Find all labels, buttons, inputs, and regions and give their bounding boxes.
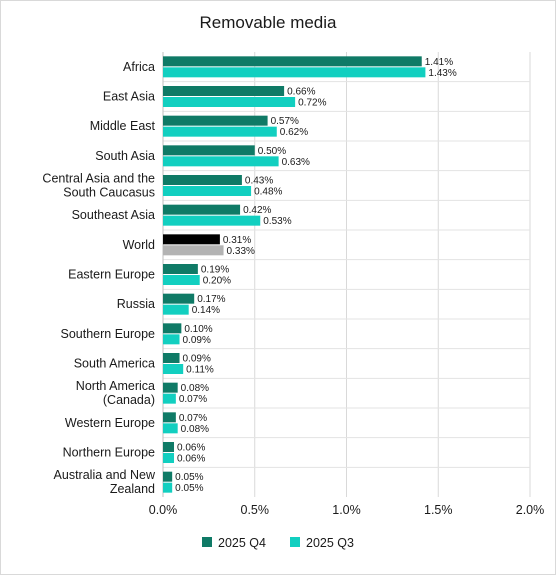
x-tick-label: 0.0%	[149, 503, 178, 517]
data-label: 0.42%	[243, 205, 271, 216]
data-label: 0.09%	[183, 354, 211, 365]
bar-q4	[163, 323, 182, 334]
bars	[163, 56, 426, 493]
category-label: World	[123, 238, 155, 252]
bar-q3	[163, 126, 277, 137]
category-label: South Asia	[95, 149, 155, 163]
data-label: 0.06%	[177, 443, 205, 454]
category-label: Western Europe	[65, 416, 155, 430]
gridlines	[162, 52, 531, 497]
data-label: 1.41%	[425, 57, 453, 68]
data-label: 0.08%	[181, 424, 209, 435]
bar-q4	[163, 264, 198, 274]
data-label: 0.14%	[192, 305, 220, 316]
bar-q3	[163, 334, 180, 345]
category-labels: Africa East Asia Middle East South Asia Cent…	[42, 60, 156, 496]
category-label: Australia and New	[54, 468, 156, 482]
data-label: 0.17%	[197, 294, 225, 305]
data-label: 0.53%	[263, 216, 291, 227]
data-label: 0.06%	[177, 454, 205, 465]
bar-q4	[163, 145, 255, 156]
data-label: 0.10%	[184, 324, 212, 335]
bar-q3	[163, 186, 252, 196]
data-label: 0.08%	[181, 383, 209, 394]
category-label: Middle East	[90, 119, 156, 133]
data-label: 0.48%	[254, 187, 282, 198]
bar-q3	[163, 482, 173, 493]
bar-q3	[163, 156, 279, 167]
data-label: 0.33%	[227, 246, 255, 257]
bar-q4	[163, 56, 422, 67]
bar-q3	[163, 245, 224, 256]
bar-q4	[163, 471, 173, 482]
x-tick-label: 1.5%	[424, 503, 453, 517]
bar-q4	[163, 86, 285, 96]
data-label: 0.62%	[280, 127, 308, 138]
bar-q3	[163, 304, 189, 315]
bar-q4	[163, 293, 195, 304]
bar-q3	[163, 67, 426, 78]
bar-q4	[163, 234, 220, 245]
data-label: 0.66%	[287, 87, 315, 98]
category-label: South America	[74, 357, 155, 371]
category-label: Eastern Europe	[68, 268, 155, 282]
category-label: South Caucasus	[63, 186, 155, 200]
bar-q4	[163, 115, 268, 126]
x-axis-ticks: 0.0% 0.5% 1.0% 1.5% 2.0%	[149, 503, 545, 517]
category-label: North America	[76, 379, 155, 393]
data-label: 0.07%	[179, 413, 207, 424]
legend: 2025 Q4 2025 Q3	[202, 536, 354, 550]
bar-q4	[163, 382, 178, 393]
bar-q4	[163, 204, 241, 215]
legend-label: 2025 Q4	[218, 536, 266, 550]
category-label: East Asia	[103, 90, 155, 104]
category-label: Zealand	[110, 482, 155, 496]
bar-q4	[163, 175, 242, 185]
category-label: Central Asia and the	[42, 172, 155, 186]
x-tick-label: 2.0%	[516, 503, 545, 517]
bar-q4	[163, 412, 176, 423]
category-label: Southern Europe	[60, 327, 155, 341]
bar-q4	[163, 353, 180, 363]
data-label: 0.50%	[258, 146, 286, 157]
data-label: 0.19%	[201, 265, 229, 276]
category-label: (Canada)	[103, 393, 155, 407]
data-label: 0.11%	[186, 365, 214, 376]
legend-swatch	[290, 537, 300, 547]
data-label: 0.07%	[179, 394, 207, 405]
bar-q4	[163, 442, 175, 452]
x-tick-label: 0.5%	[241, 503, 270, 517]
data-label: 1.43%	[428, 68, 456, 79]
bar-q3	[163, 275, 200, 285]
category-label: Russia	[117, 297, 155, 311]
data-label: 0.43%	[245, 176, 273, 187]
bar-q3	[163, 364, 184, 374]
bar-q3	[163, 97, 296, 107]
legend-label: 2025 Q3	[306, 536, 354, 550]
data-label: 0.09%	[183, 335, 211, 346]
data-label: 0.31%	[223, 235, 251, 246]
chart-title: Removable media	[199, 13, 337, 32]
category-label: Northern Europe	[63, 446, 155, 460]
bar-q3	[163, 393, 176, 404]
data-labels: 1.41%1.43% 0.66%0.72% 0.57%0.62% 0.50%0.63%…	[175, 57, 457, 494]
data-label: 0.57%	[271, 116, 299, 127]
category-label: Southeast Asia	[72, 208, 155, 222]
data-label: 0.72%	[298, 98, 326, 109]
data-label: 0.63%	[282, 157, 310, 168]
x-tick-label: 1.0%	[332, 503, 361, 517]
category-label: Africa	[123, 60, 155, 74]
legend-swatch	[202, 537, 212, 547]
data-label: 0.20%	[203, 276, 231, 287]
data-label: 0.05%	[175, 472, 203, 483]
bar-q3	[163, 423, 178, 434]
data-label: 0.05%	[175, 483, 203, 494]
bar-q3	[163, 215, 261, 226]
bar-q3	[163, 453, 175, 463]
